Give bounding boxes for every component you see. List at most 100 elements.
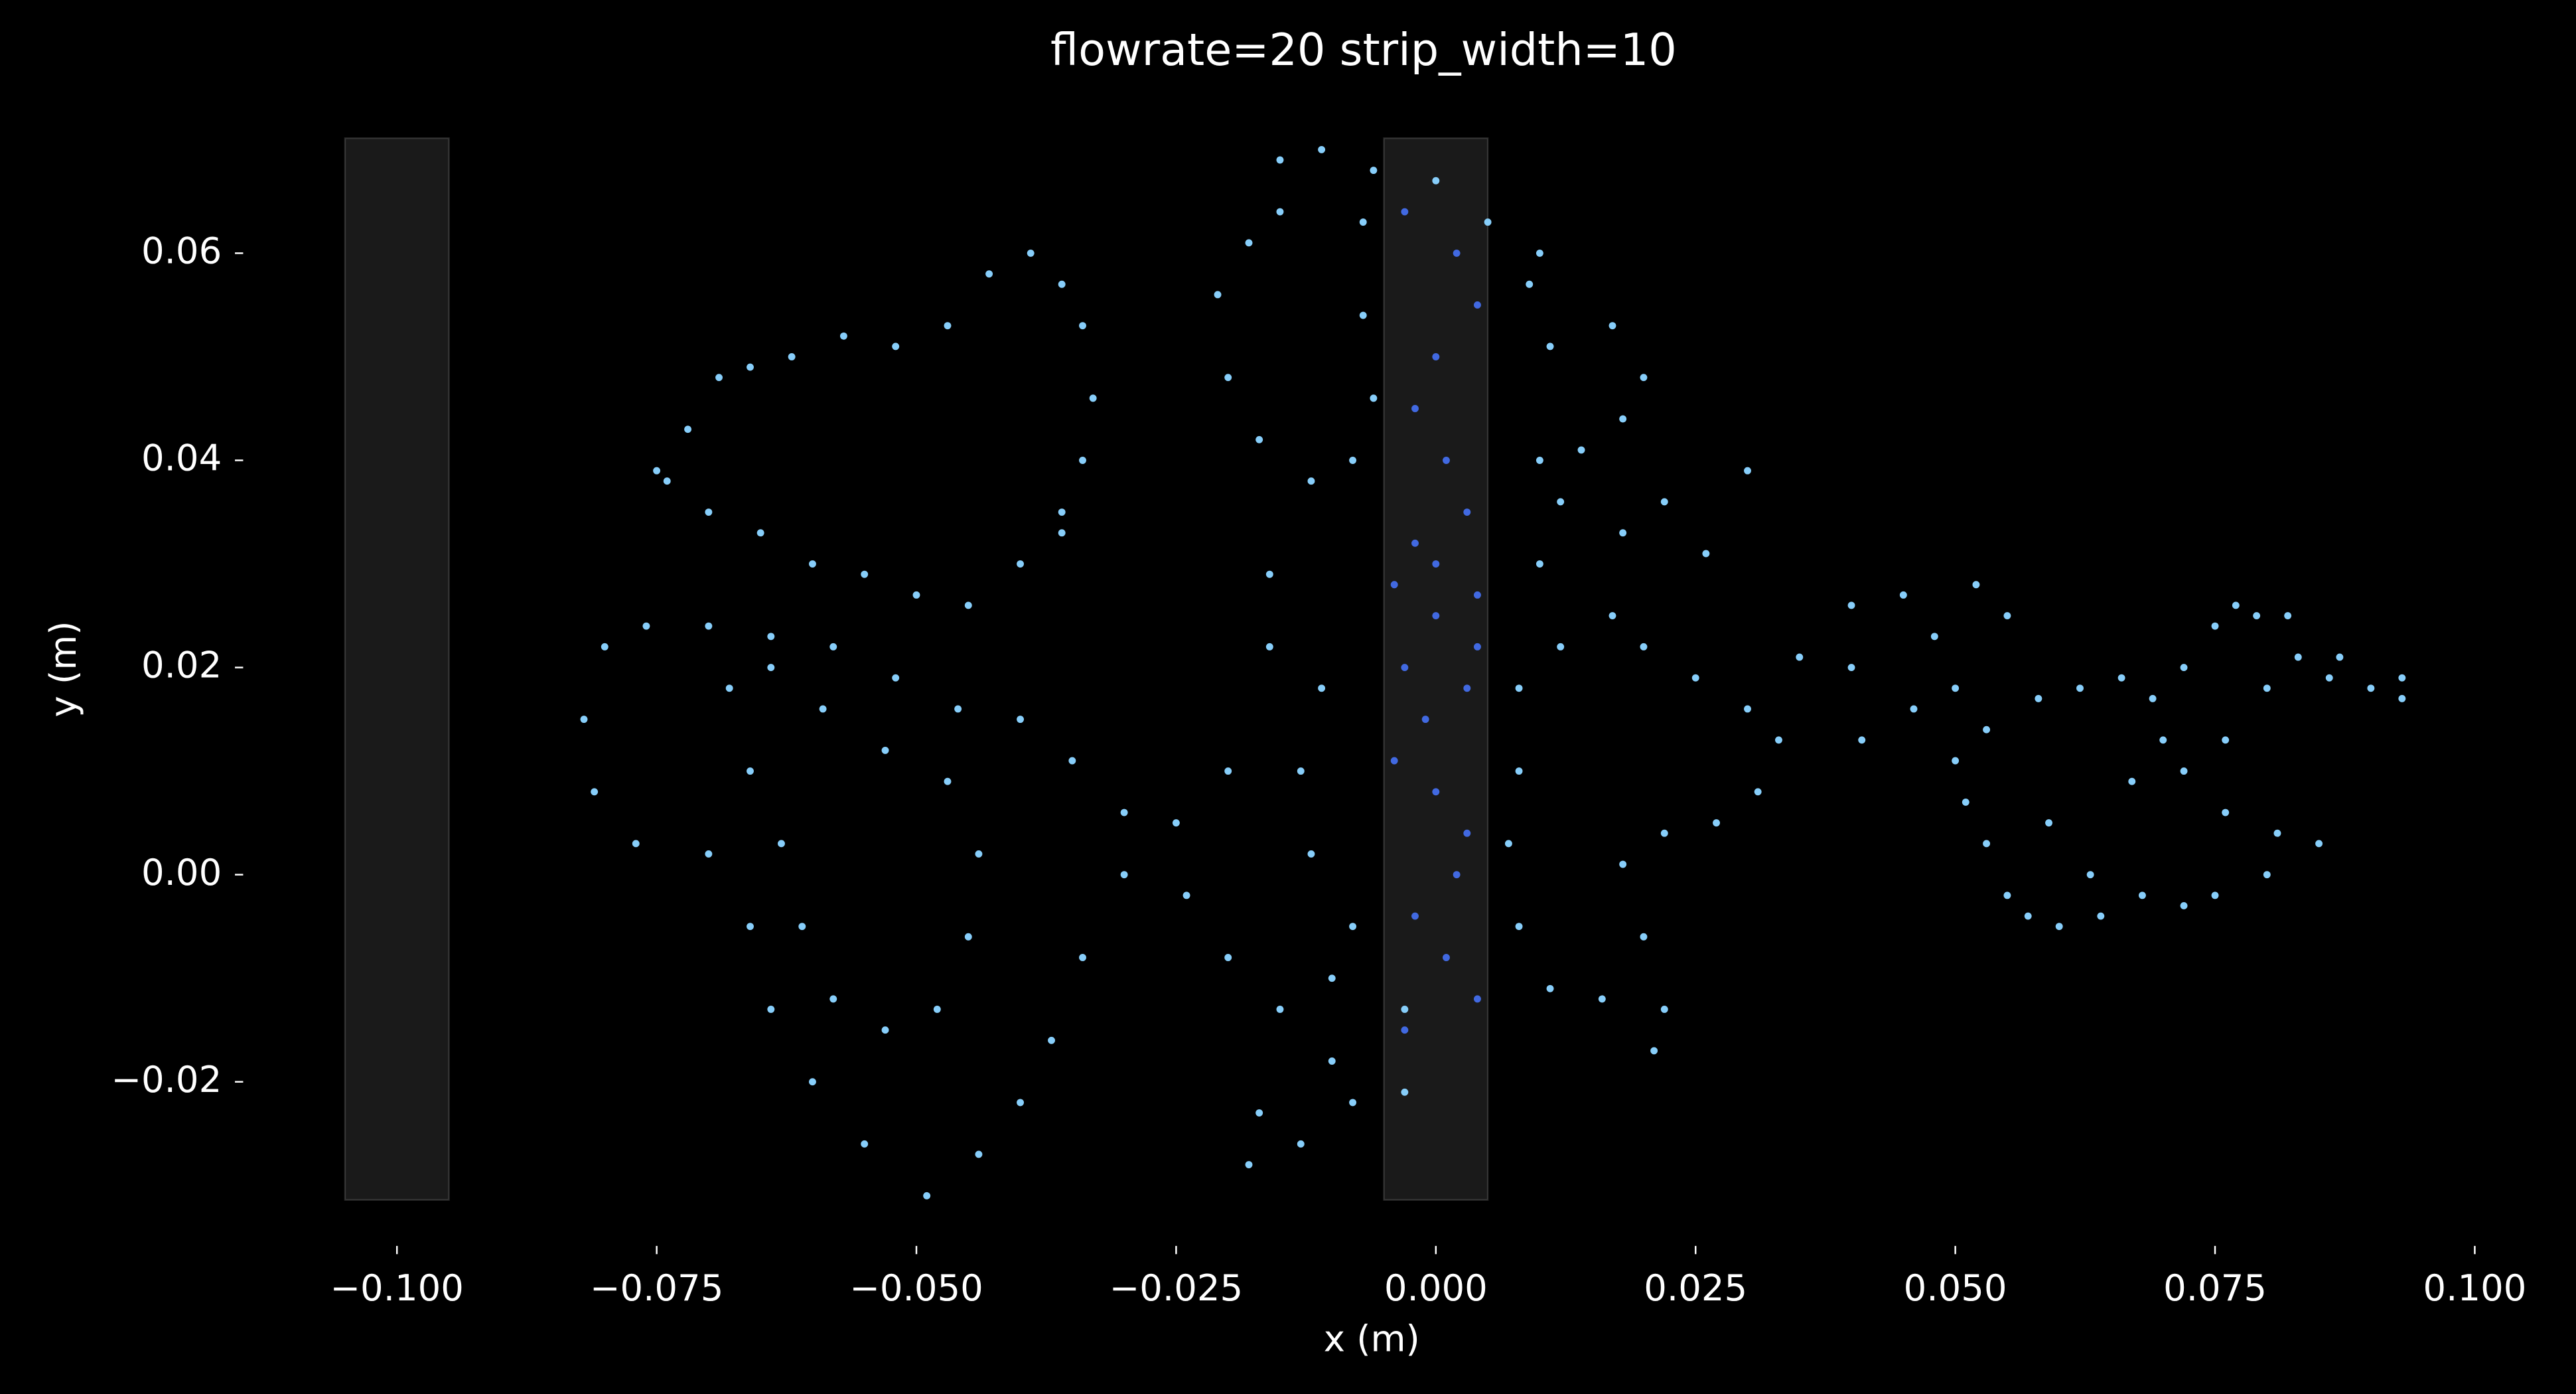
point — [1536, 457, 1543, 464]
point — [747, 767, 754, 775]
point — [964, 601, 972, 609]
point — [1224, 954, 1232, 961]
point — [1930, 633, 1938, 641]
point — [798, 923, 806, 931]
point — [1546, 343, 1554, 350]
point — [1443, 457, 1450, 464]
point — [1640, 643, 1648, 651]
point — [2045, 819, 2052, 827]
point — [1421, 716, 1429, 724]
point — [975, 1150, 983, 1158]
point — [944, 777, 952, 785]
point — [1265, 643, 1273, 651]
point — [1120, 871, 1128, 879]
point — [2180, 664, 2188, 672]
point — [1619, 529, 1627, 537]
point — [881, 1026, 889, 1034]
point — [2097, 912, 2105, 920]
point — [1058, 280, 1066, 288]
point — [2159, 736, 2167, 744]
point — [1463, 829, 1471, 837]
point — [1515, 684, 1523, 692]
point — [1473, 301, 1481, 309]
point — [1182, 891, 1190, 899]
point — [2076, 684, 2084, 692]
point — [1079, 457, 1086, 464]
point — [767, 1006, 775, 1013]
point — [642, 622, 650, 630]
point — [1453, 871, 1461, 879]
x-tick-label: −0.100 — [330, 1267, 464, 1309]
point — [788, 353, 796, 360]
y-axis-label: y (m) — [42, 621, 84, 717]
point — [2315, 840, 2323, 848]
point — [1048, 1036, 1055, 1044]
point — [975, 850, 983, 858]
point — [663, 477, 671, 485]
chart-title: flowrate=20 strip_width=10 — [1050, 24, 1677, 76]
point — [1120, 809, 1128, 816]
point — [1017, 1099, 1025, 1107]
point — [1432, 612, 1440, 620]
point — [1370, 394, 1378, 402]
point — [2024, 912, 2032, 920]
point — [2398, 674, 2406, 682]
point — [1214, 291, 1222, 299]
point — [829, 995, 837, 1003]
point — [1401, 664, 1409, 672]
point — [1640, 374, 1648, 382]
point — [1079, 322, 1086, 330]
point — [2398, 694, 2406, 702]
point — [1899, 591, 1907, 599]
point — [1536, 249, 1543, 257]
point — [2035, 694, 2042, 702]
point — [1484, 218, 1492, 226]
point — [1952, 757, 1960, 765]
point — [944, 322, 952, 330]
point — [2149, 694, 2157, 702]
point — [1432, 353, 1440, 360]
point — [1619, 860, 1627, 868]
point — [2325, 674, 2333, 682]
point — [1172, 819, 1180, 827]
point — [1536, 560, 1543, 568]
point — [2263, 871, 2271, 879]
point — [632, 840, 640, 848]
point — [2232, 601, 2240, 609]
point — [1962, 798, 1969, 806]
point — [985, 270, 993, 278]
point — [1640, 933, 1648, 941]
point — [829, 643, 837, 651]
point — [1328, 1057, 1336, 1065]
point — [1443, 954, 1450, 961]
x-tick-label: −0.025 — [1109, 1267, 1244, 1309]
point — [601, 643, 608, 651]
point — [1432, 788, 1440, 796]
point — [1515, 923, 1523, 931]
x-tick-label: 0.050 — [1904, 1267, 2007, 1309]
point — [1068, 757, 1076, 765]
point — [1526, 280, 1534, 288]
point — [1557, 498, 1565, 506]
point — [1297, 1140, 1305, 1148]
point — [1473, 643, 1481, 651]
point — [808, 1078, 816, 1086]
point — [2128, 777, 2136, 785]
y-tick-label: 0.00 — [141, 851, 222, 893]
point — [1660, 1006, 1668, 1013]
point — [1660, 829, 1668, 837]
point — [1276, 1006, 1284, 1013]
point — [2180, 902, 2188, 909]
point — [1401, 208, 1409, 216]
y-tick-label: 0.06 — [141, 230, 222, 272]
point — [1983, 840, 1991, 848]
x-tick-label: −0.075 — [590, 1267, 724, 1309]
point — [1702, 550, 1710, 558]
point — [1473, 591, 1481, 599]
point — [2253, 612, 2261, 620]
point — [1557, 643, 1565, 651]
point — [1660, 498, 1668, 506]
point — [923, 1192, 931, 1200]
